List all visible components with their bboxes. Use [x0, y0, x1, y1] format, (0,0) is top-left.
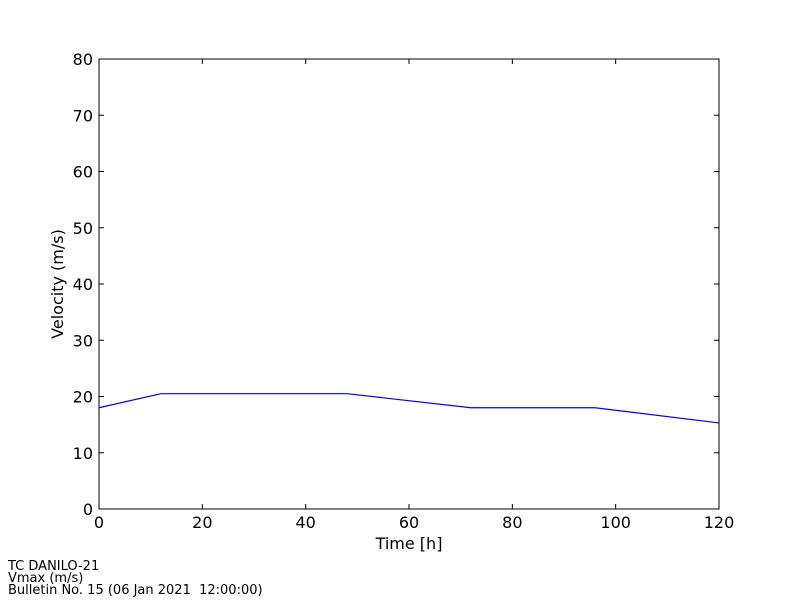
y-tick-label: 70: [73, 106, 93, 125]
footer-text: Vmax (m/s): [8, 571, 83, 586]
y-tick-label: 30: [73, 331, 93, 350]
x-tick-label: 80: [502, 513, 522, 532]
x-tick-label: 0: [94, 513, 104, 532]
y-axis-label: Velocity (m/s): [48, 229, 67, 339]
x-tick-label: 100: [600, 513, 631, 532]
y-tick-label: 10: [73, 444, 93, 463]
y-tick-label: 40: [73, 275, 93, 294]
y-tick-label: 0: [83, 500, 93, 519]
x-axis-label: Time [h]: [375, 534, 443, 553]
footer-text: TC DANILO-21: [7, 559, 99, 574]
y-tick-label: 60: [73, 163, 93, 182]
x-tick-label: 120: [704, 513, 735, 532]
plot-frame: [98, 58, 720, 510]
footer-text: Bulletin No. 15 (06 Jan 2021 12:00:00): [8, 583, 263, 598]
y-tick-label: 80: [73, 50, 93, 69]
x-tick-label: 20: [192, 513, 212, 532]
y-tick-label: 20: [73, 388, 93, 407]
x-tick-label: 60: [399, 513, 419, 532]
data-line: [98, 393, 720, 424]
y-tick-label: 50: [73, 219, 93, 238]
x-tick-label: 40: [295, 513, 315, 532]
